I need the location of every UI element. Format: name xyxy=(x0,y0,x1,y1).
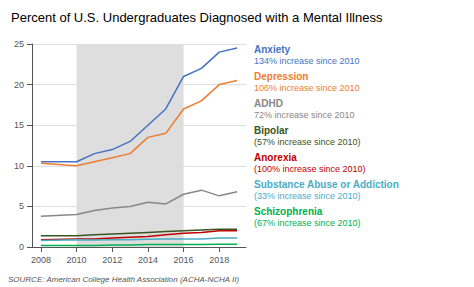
svg-text:(100% increase since 2010): (100% increase since 2010) xyxy=(254,164,366,174)
svg-text:ADHD: ADHD xyxy=(254,98,283,109)
svg-text:Percent of U.S. Undergraduates: Percent of U.S. Undergraduates Diagnosed… xyxy=(11,10,383,25)
svg-text:72% increase since 2010: 72% increase since 2010 xyxy=(254,110,355,120)
svg-text:0: 0 xyxy=(19,242,24,252)
svg-text:20: 20 xyxy=(14,80,24,90)
svg-text:Substance Abuse or Addiction: Substance Abuse or Addiction xyxy=(254,179,399,190)
svg-text:Anorexia: Anorexia xyxy=(254,152,297,163)
svg-text:(67% increase since 2010): (67% increase since 2010) xyxy=(254,218,361,228)
svg-text:5: 5 xyxy=(19,201,24,211)
svg-text:15: 15 xyxy=(14,120,24,130)
svg-text:SOURCE: American College Healt: SOURCE: American College Health Associat… xyxy=(8,275,240,284)
svg-text:Depression: Depression xyxy=(254,71,308,82)
svg-text:2008: 2008 xyxy=(31,255,51,265)
svg-text:Schizophrenia: Schizophrenia xyxy=(254,206,323,217)
svg-text:2014: 2014 xyxy=(138,255,158,265)
svg-text:106% increase since 2010: 106% increase since 2010 xyxy=(254,83,360,93)
svg-text:2012: 2012 xyxy=(102,255,122,265)
svg-text:Anxiety: Anxiety xyxy=(254,44,291,55)
svg-text:10: 10 xyxy=(14,161,24,171)
svg-text:(33% increase since 2010): (33% increase since 2010) xyxy=(254,191,361,201)
svg-text:Bipolar: Bipolar xyxy=(254,125,289,136)
svg-text:25: 25 xyxy=(14,39,24,49)
svg-text:2016: 2016 xyxy=(174,255,194,265)
svg-text:2018: 2018 xyxy=(209,255,229,265)
svg-text:(57% increase since 2010): (57% increase since 2010) xyxy=(254,137,361,147)
svg-text:134% increase since 2010: 134% increase since 2010 xyxy=(254,56,360,66)
svg-text:2010: 2010 xyxy=(67,255,87,265)
